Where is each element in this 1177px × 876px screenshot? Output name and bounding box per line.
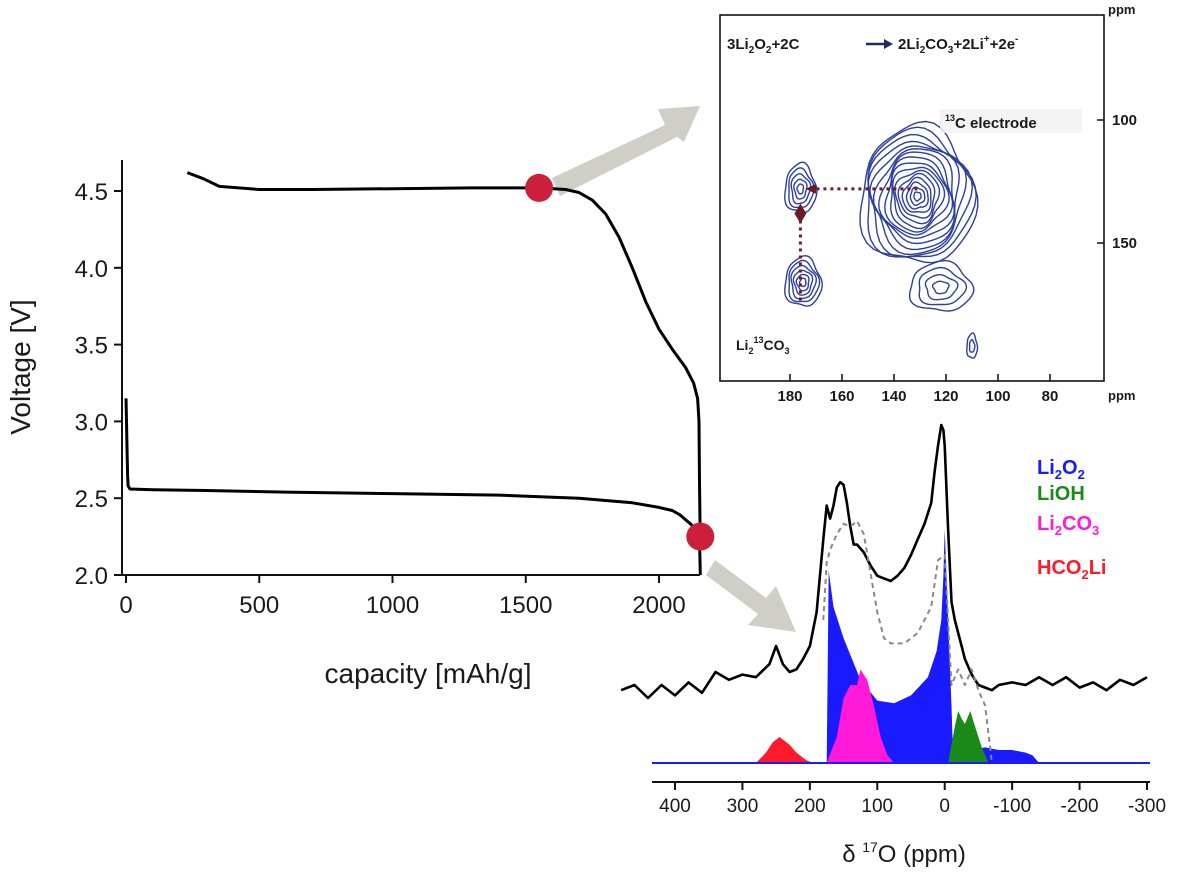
contour-level: [908, 259, 975, 312]
y-tick-label: 3.0: [75, 409, 108, 436]
contour-level: [891, 166, 946, 230]
contour-level: [905, 181, 929, 210]
contour-level: [913, 191, 922, 202]
contour-level: [788, 167, 815, 209]
o17-nmr-spectrum: 400 300 200 100 0 -100 -200 -300 δ 17O (ppm) Li…: [620, 423, 1166, 868]
x-tick-label: 200: [794, 796, 826, 817]
contour-level: [859, 120, 979, 264]
x-tick-label: 120: [933, 388, 958, 405]
contour-level: [878, 151, 956, 240]
contour-level: [901, 176, 932, 213]
fill-li2co3: [826, 669, 895, 763]
contour-level: [968, 338, 976, 353]
nmr-2d-contour-plot: 180 160 140 120 100 80 100 150 3Li2O2+2C 2Li2CO…: [719, 2, 1137, 405]
x-tick-label: 100: [985, 388, 1010, 405]
contour-level: [924, 274, 959, 301]
contour-level: [788, 259, 821, 303]
contour-level: [796, 183, 805, 195]
legend: Li2O2 LiOH Li2CO3 HCO2Li: [1037, 457, 1106, 582]
x-tick-label: 180: [777, 388, 802, 405]
x-tick-label: 160: [829, 388, 854, 405]
callout-arrow-bottom: [706, 560, 796, 632]
diamond-marker: [794, 203, 807, 224]
x-tick-label: 1500: [499, 592, 552, 619]
x-tick-label: 400: [659, 796, 691, 817]
x-tick-label: -200: [1061, 796, 1099, 817]
x-tick-label: 80: [1042, 388, 1059, 405]
contour-level: [798, 277, 807, 288]
arrow-head: [805, 183, 816, 194]
x-tick-label: 500: [239, 592, 279, 619]
voltage-capacity-chart: 0 500 1000 1500 2000 2.0 2.5 3.0 3.5 4.0 4.5 Volta…: [5, 160, 715, 689]
contour-level: [918, 266, 968, 306]
x-tick-label: 100: [861, 796, 893, 817]
x-tick-label: 1000: [366, 592, 419, 619]
charge-curve: [186, 171, 702, 545]
contour-level: [931, 280, 950, 295]
electrode-label-background: [940, 109, 1082, 133]
y-tick-label: 3.5: [75, 333, 108, 360]
contour-level: [792, 269, 814, 296]
x-tick-label: 2000: [632, 592, 685, 619]
carbonate-label: Li213CO3: [736, 335, 790, 356]
contour-level: [884, 156, 954, 236]
x-tick-label: 140: [881, 388, 906, 405]
x-tick-label: 0: [119, 592, 132, 619]
contour-plot-frame: [719, 14, 1105, 382]
contour-level: [966, 332, 979, 359]
x-tick-label: 0: [939, 796, 950, 817]
x-tick-label: 300: [727, 796, 759, 817]
contour-level: [909, 186, 926, 206]
equation-arrow: [866, 39, 893, 49]
x-axis-label: δ 17O (ppm): [842, 839, 966, 868]
callout-arrow-top: [552, 106, 700, 196]
y-tick-label: 150: [1112, 235, 1137, 252]
contour-level: [872, 148, 956, 245]
legend-item-li2o2: Li2O2: [1037, 457, 1085, 482]
y-tick-label: 4.0: [75, 256, 108, 283]
y-tick-label: 2.5: [75, 486, 108, 513]
x-tick-label: -300: [1128, 796, 1166, 817]
contour-level: [790, 264, 818, 300]
contour-level: [890, 162, 950, 233]
fit-envelope-line: [822, 520, 993, 764]
legend-item-hco2li: HCO2Li: [1037, 557, 1106, 582]
y-axis-label: Voltage [V]: [5, 299, 36, 434]
discharge-curve: [124, 398, 702, 576]
y-tick-label: 4.5: [75, 179, 108, 206]
y-tick-label: 100: [1112, 112, 1137, 129]
contour-level: [784, 161, 818, 214]
legend-item-lioh: LiOH: [1037, 483, 1085, 505]
contour-level: [793, 178, 808, 200]
x-tick-label: -100: [993, 796, 1031, 817]
y-axis-unit-label: ppm: [1108, 2, 1135, 17]
contour-level: [784, 254, 823, 307]
fill-hco2li: [755, 737, 814, 763]
contour-level: [795, 273, 810, 292]
x-axis-unit-label: ppm: [1108, 388, 1135, 403]
fill-lioh: [948, 711, 989, 763]
contour-level: [897, 172, 936, 219]
state-marker: [525, 173, 554, 202]
contour-level: [869, 145, 960, 251]
state-marker: [686, 522, 715, 551]
contour-level: [867, 133, 974, 258]
callout-arrows: [552, 106, 796, 632]
electrode-label: 13C electrode: [945, 113, 1037, 132]
contour-level: [867, 126, 977, 258]
contour-level: [790, 173, 812, 205]
legend-item-li2co3: Li2CO3: [1037, 513, 1099, 538]
x-axis-label: capacity [mAh/g]: [325, 658, 532, 689]
experimental-line: [620, 423, 1148, 700]
reaction-products: 2Li2CO3+2Li++2e-: [898, 34, 1018, 56]
contour-level: [894, 169, 941, 225]
reaction-equation: 3Li2O2+2C: [727, 36, 800, 56]
y-tick-label: 2.0: [75, 563, 108, 590]
fill-li2o2: [826, 529, 1040, 763]
